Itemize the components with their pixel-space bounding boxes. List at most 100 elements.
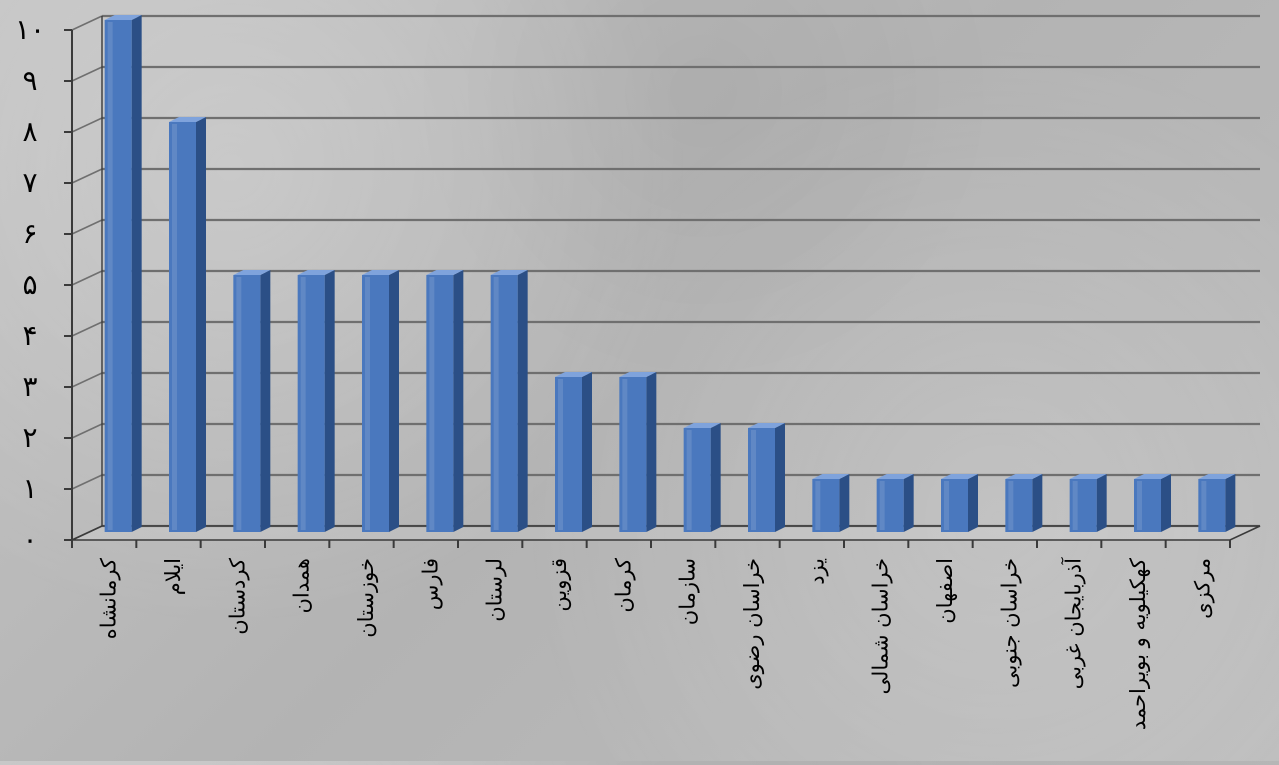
x-category-label: مرکزی: [1190, 558, 1215, 619]
bar-top: [1198, 474, 1236, 479]
bar-side: [839, 474, 850, 532]
bar-top: [683, 423, 721, 428]
gridlines: [71, 14, 1260, 541]
bar-highlight: [879, 481, 885, 530]
bar-top: [426, 270, 464, 275]
bar-top: [876, 474, 914, 479]
bar-front: [876, 479, 904, 532]
bar-top: [941, 474, 978, 479]
bar-top: [1069, 474, 1107, 479]
bar-side: [260, 270, 271, 532]
bar-highlight: [300, 277, 306, 530]
bars: [104, 15, 1236, 532]
bar-front: [490, 275, 518, 532]
bar-front: [169, 122, 196, 532]
bar-side: [710, 423, 721, 532]
bar-highlight: [815, 481, 821, 530]
bar-highlight: [686, 430, 692, 530]
bar-side: [903, 474, 914, 532]
bar-side: [131, 15, 142, 532]
bar: [876, 474, 914, 532]
bar: [426, 270, 464, 532]
bar-highlight: [944, 481, 949, 530]
y-tick-label: ۸: [22, 115, 37, 148]
bar-front: [1198, 479, 1226, 532]
gridline-side: [71, 423, 103, 439]
gridline-side: [71, 474, 103, 490]
bar-top: [619, 372, 657, 377]
bar-top: [555, 372, 592, 377]
gridline-side: [71, 66, 103, 82]
bar: [169, 117, 206, 532]
bar: [490, 270, 528, 532]
bar-front: [683, 428, 711, 532]
gridline-side: [71, 321, 103, 337]
bar-highlight: [107, 22, 113, 530]
bar: [619, 372, 657, 532]
bar-top: [1005, 474, 1043, 479]
x-axis-category-labels: کرمانشاه ایلام کردستان همدان خوزستان فارس لرست…: [97, 557, 1216, 730]
x-category-label: کرمانشاه: [97, 558, 122, 639]
bar: [104, 15, 142, 532]
bar-side: [389, 270, 399, 532]
x-category-label: ایلام: [161, 558, 186, 595]
bar-side: [1225, 474, 1236, 532]
y-tick-label: ۷: [22, 166, 37, 199]
x-category-label: اصفهان: [933, 558, 958, 624]
bar-side: [1096, 474, 1107, 532]
bar-top: [812, 474, 850, 479]
bar: [1069, 474, 1107, 532]
y-tick-label: ۴: [22, 319, 37, 352]
bar-front: [426, 275, 454, 532]
bar: [1134, 474, 1171, 532]
bar-side: [1161, 474, 1171, 532]
bar-highlight: [365, 277, 370, 530]
bar-front: [233, 275, 261, 532]
bar: [362, 270, 399, 532]
bar-top: [169, 117, 206, 122]
bar-top: [1134, 474, 1171, 479]
bar-front: [362, 275, 389, 532]
x-category-label: کردستان: [225, 558, 250, 635]
y-axis-tick-labels: ۰ ۱ ۲ ۳ ۴ ۵ ۶ ۷ ۸ ۹ ۱۰: [15, 13, 72, 556]
bar-front: [555, 377, 582, 532]
bar-front: [812, 479, 840, 532]
x-category-label: خوزستان: [354, 558, 379, 638]
bar-side: [775, 423, 785, 532]
x-category-label: یزد: [804, 558, 829, 585]
x-category-label: سازمان: [676, 558, 701, 625]
bar-side: [968, 474, 978, 532]
bar-front: [1005, 479, 1033, 532]
bar: [233, 270, 271, 532]
y-tick-label: ۰: [22, 523, 37, 556]
bar: [812, 474, 850, 532]
bar-front: [941, 479, 968, 532]
y-tick-label: ۹: [22, 64, 37, 97]
bar-top: [233, 270, 271, 275]
gridline-side: [71, 219, 103, 235]
y-tick-label: ۶: [22, 217, 37, 250]
bar-front: [619, 377, 647, 532]
bar: [555, 372, 592, 532]
bar-side: [196, 117, 206, 532]
y-tick-label: ۳: [22, 370, 37, 403]
x-category-label: لرستان: [483, 558, 508, 622]
x-category-label: خراسان شمالی: [869, 558, 894, 695]
x-category-label: کهکیلویه و بویراحمد: [1126, 558, 1151, 730]
y-tick-label: ۲: [22, 421, 37, 454]
y-tick-label: ۵: [22, 268, 37, 301]
bar: [748, 423, 785, 532]
bar-highlight: [1137, 481, 1142, 530]
gridline-side: [71, 270, 103, 286]
gridline-side: [71, 15, 103, 31]
bar-highlight: [1008, 481, 1014, 530]
bar-highlight: [1201, 481, 1207, 530]
y-tick-label: ۱۰: [15, 13, 45, 46]
bar-highlight: [622, 379, 628, 530]
x-category-label: خراسان رضوی: [740, 558, 765, 690]
x-category-label: خراسان جنوبی: [997, 558, 1022, 688]
x-category-label: قزوین: [547, 558, 572, 612]
bar: [1198, 474, 1236, 532]
bar-highlight: [493, 277, 499, 530]
